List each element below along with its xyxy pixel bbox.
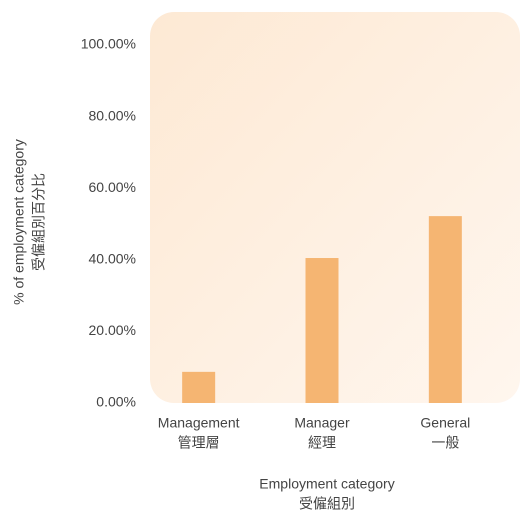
y-axis-title: 受僱組別百分比 — [31, 173, 47, 271]
bar — [182, 371, 216, 403]
x-tick-label: General — [420, 415, 470, 431]
y-tick-label: 20.00% — [89, 322, 136, 338]
x-tick-label: 一般 — [431, 435, 459, 451]
y-tick-label: 100.00% — [81, 36, 136, 52]
x-axis-title: Employment category — [259, 476, 394, 492]
x-tick-label: 管理層 — [178, 435, 220, 451]
y-tick-label: 40.00% — [89, 251, 136, 267]
y-axis-title: % of employment category — [11, 139, 27, 305]
x-axis-title: 受僱組別 — [299, 496, 355, 512]
plot-background — [150, 12, 520, 403]
y-tick-label: 60.00% — [89, 179, 136, 195]
x-tick-label: 經理 — [308, 435, 336, 451]
x-tick-label: Management — [158, 415, 240, 431]
y-tick-label: 80.00% — [89, 107, 136, 123]
bar — [305, 258, 339, 403]
x-tick-label: Manager — [294, 415, 350, 431]
y-tick-label: 0.00% — [96, 394, 136, 410]
bar — [428, 216, 462, 403]
